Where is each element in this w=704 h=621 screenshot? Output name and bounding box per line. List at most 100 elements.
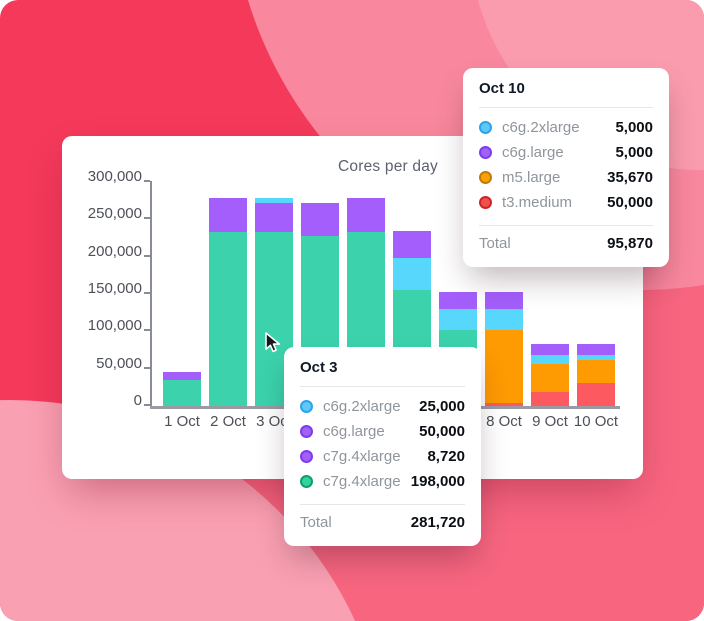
tooltip-series-label: m5.large xyxy=(502,169,561,186)
y-axis-tick-label: 250,000 xyxy=(87,205,142,223)
tooltip-total-value: 95,870 xyxy=(607,234,653,252)
tooltip-rows: c6g.2xlarge 5,000 c6g.large 5,000 m5.large 35… xyxy=(479,108,653,225)
tooltip-divider xyxy=(300,504,465,505)
tooltip-row: c6g.2xlarge 25,000 xyxy=(300,394,465,419)
series-dot-icon xyxy=(300,450,313,463)
y-axis-tick-mark xyxy=(144,180,150,182)
tooltip-series-value: 35,670 xyxy=(607,169,653,186)
bar-segment-purple[interactable] xyxy=(347,197,385,233)
tooltip-oct-10: Oct 10 c6g.2xlarge 5,000 c6g.large 5,000 m5.… xyxy=(463,68,669,267)
bar-segment-red[interactable] xyxy=(485,402,523,406)
tooltip-rows: c6g.2xlarge 25,000 c6g.large 50,000 c7g.4xla… xyxy=(300,387,465,504)
bar-segment-purple[interactable] xyxy=(163,371,201,380)
tooltip-row: c6g.large 5,000 xyxy=(479,140,653,165)
y-axis-tick-label: 200,000 xyxy=(87,242,142,260)
tooltip-series-value: 5,000 xyxy=(615,119,653,136)
y-axis-line xyxy=(150,181,152,407)
bar-segment-purple[interactable] xyxy=(531,344,569,356)
y-axis-tick-label: 300,000 xyxy=(87,168,142,185)
tooltip-row: m5.large 35,670 xyxy=(479,165,653,190)
tooltip-series-label: c7g.4xlarge xyxy=(323,473,401,490)
bar-segment-green[interactable] xyxy=(163,379,201,406)
bar-segment-purple[interactable] xyxy=(255,203,293,232)
tooltip-row: c6g.large 50,000 xyxy=(300,419,465,444)
x-axis-tick-label: 8 Oct xyxy=(486,413,522,430)
y-axis-tick-mark xyxy=(144,329,150,332)
bar-segment-cyan[interactable] xyxy=(577,355,615,361)
series-dot-icon xyxy=(479,146,492,159)
bar-segment-purple[interactable] xyxy=(577,344,615,356)
bar-segment-orange[interactable] xyxy=(577,360,615,383)
bar-segment-cyan[interactable] xyxy=(439,309,477,331)
tooltip-divider xyxy=(300,386,465,387)
tooltip-total-label: Total xyxy=(300,513,332,531)
y-axis-tick-mark xyxy=(144,217,150,220)
y-axis-tick-mark xyxy=(144,403,150,406)
y-axis-tick-label: 0 xyxy=(133,391,142,409)
y-axis-tick-mark xyxy=(144,291,150,294)
bar-segment-cyan[interactable] xyxy=(531,355,569,365)
tooltip-divider xyxy=(479,225,653,226)
bar-segment-cyan[interactable] xyxy=(255,198,293,204)
bar-segment-green[interactable] xyxy=(209,232,247,406)
bar-segment-purple[interactable] xyxy=(485,291,523,310)
bar-segment-purple[interactable] xyxy=(439,291,477,310)
bar-segment-purple[interactable] xyxy=(209,198,247,232)
y-axis-tick-label: 50,000 xyxy=(96,354,142,372)
y-axis-tick-label: 100,000 xyxy=(87,317,142,335)
tooltip-series-value: 8,720 xyxy=(427,448,465,465)
x-axis-tick-label: 9 Oct xyxy=(532,413,568,430)
bar-segment-red[interactable] xyxy=(531,391,569,406)
tooltip-oct-3: Oct 3 c6g.2xlarge 25,000 c6g.large 50,000 c7… xyxy=(284,347,481,546)
tooltip-series-label: c6g.2xlarge xyxy=(323,398,401,415)
bar-2-oct[interactable] xyxy=(209,198,247,406)
series-dot-icon xyxy=(479,121,492,134)
x-axis-tick-label: 2 Oct xyxy=(210,413,246,430)
tooltip-divider xyxy=(479,107,653,108)
tooltip-series-label: c6g.2xlarge xyxy=(502,119,580,136)
bar-1-oct[interactable] xyxy=(163,371,201,406)
tooltip-total-value: 281,720 xyxy=(410,513,465,531)
series-dot-icon xyxy=(300,425,313,438)
bar-10-oct[interactable] xyxy=(577,344,615,406)
tooltip-series-value: 5,000 xyxy=(615,144,653,161)
mouse-cursor-icon xyxy=(265,332,281,353)
series-dot-icon xyxy=(479,171,492,184)
bar-segment-red[interactable] xyxy=(577,382,615,406)
bar-segment-cyan[interactable] xyxy=(485,309,523,331)
tooltip-series-label: t3.medium xyxy=(502,194,573,211)
tooltip-total-row: Total 95,870 xyxy=(479,231,653,255)
bar-segment-cyan[interactable] xyxy=(393,258,431,291)
tooltip-series-value: 50,000 xyxy=(419,423,465,440)
bar-segment-orange[interactable] xyxy=(485,330,523,403)
tooltip-row: t3.medium 50,000 xyxy=(479,190,653,215)
series-dot-icon xyxy=(300,400,313,413)
tooltip-series-value: 50,000 xyxy=(607,194,653,211)
chart-title: Cores per day xyxy=(338,158,438,175)
tooltip-total-label: Total xyxy=(479,234,511,252)
bar-segment-orange[interactable] xyxy=(531,364,569,392)
bar-segment-purple[interactable] xyxy=(393,231,431,259)
bar-8-oct[interactable] xyxy=(485,291,523,406)
tooltip-series-label: c6g.large xyxy=(502,144,564,161)
x-axis-tick-label: 10 Oct xyxy=(573,413,619,430)
y-axis-tick-mark xyxy=(144,254,150,257)
tooltip-row: c7g.4xlarge 8,720 xyxy=(300,444,465,469)
x-axis-tick-label: 1 Oct xyxy=(164,413,200,430)
tooltip-series-value: 198,000 xyxy=(410,473,465,490)
tooltip-title: Oct 3 xyxy=(300,359,338,376)
y-axis-tick-label: 150,000 xyxy=(87,279,142,297)
series-dot-icon xyxy=(300,475,313,488)
tooltip-series-value: 25,000 xyxy=(419,398,465,415)
bar-9-oct[interactable] xyxy=(531,344,569,406)
tooltip-title: Oct 10 xyxy=(479,80,525,97)
tooltip-total-row: Total 281,720 xyxy=(300,510,465,534)
tooltip-row: c6g.2xlarge 5,000 xyxy=(479,115,653,140)
series-dot-icon xyxy=(479,196,492,209)
y-axis-tick-mark xyxy=(144,366,150,369)
tooltip-series-label: c6g.large xyxy=(323,423,385,440)
bar-segment-purple[interactable] xyxy=(301,202,339,237)
tooltip-row: c7g.4xlarge 198,000 xyxy=(300,469,465,494)
x-axis-tick-label: 3 Oct xyxy=(256,413,292,430)
